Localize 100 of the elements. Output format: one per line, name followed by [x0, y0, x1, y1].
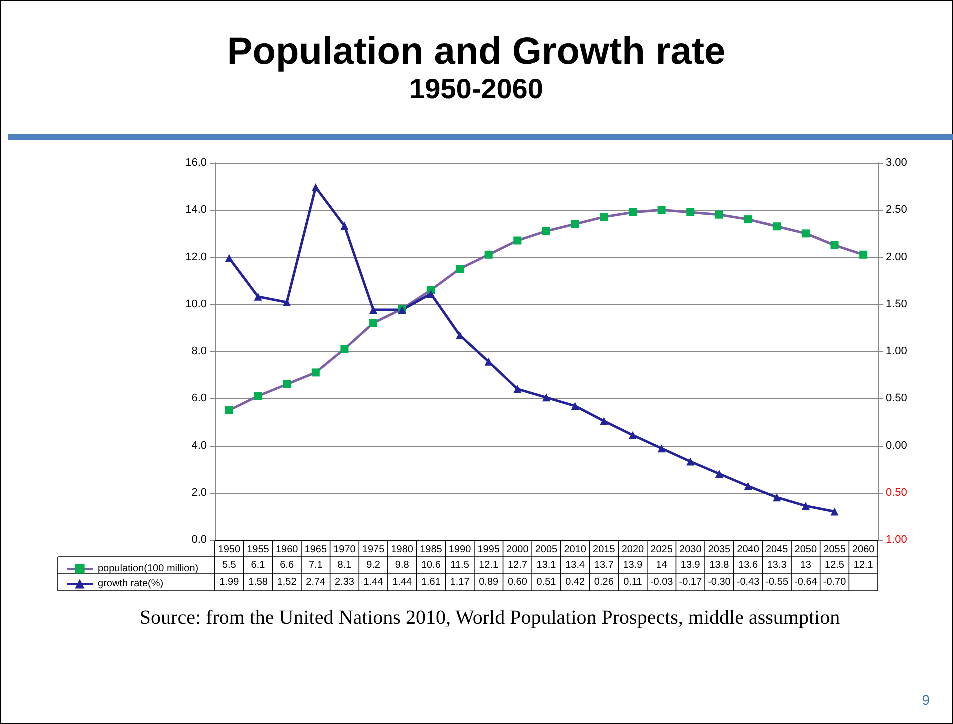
point — [830, 508, 839, 516]
point — [600, 417, 608, 426]
point — [427, 290, 436, 298]
x-tick-label: 1980 — [391, 544, 414, 556]
x-tick-label: 2055 — [824, 544, 846, 556]
data-label: 14 — [656, 560, 668, 571]
data-label: 13.9 — [623, 560, 644, 571]
data-label: 0.42 — [566, 577, 586, 588]
x-tick-label: 1985 — [420, 544, 443, 556]
point — [658, 206, 666, 214]
x-tick-label: 2015 — [593, 544, 616, 556]
y2-tick-label: 0.50 — [886, 486, 908, 499]
point — [283, 298, 292, 306]
x-tick-label: 2050 — [794, 544, 818, 556]
data-label: 1.44 — [364, 577, 384, 588]
point — [744, 482, 752, 490]
data-label: -0.64 — [794, 577, 818, 588]
point — [802, 502, 810, 510]
point — [456, 265, 464, 274]
x-tick-label: 2005 — [535, 544, 558, 556]
point — [312, 184, 320, 192]
y-tick-label: 10.0 — [186, 298, 207, 310]
data-label: 9.8 — [395, 560, 410, 571]
chart-title: Population and Growth rate — [227, 31, 726, 73]
data-label: 2.33 — [334, 577, 355, 588]
point — [542, 227, 550, 236]
y2-tick-label: 0.50 — [886, 392, 908, 405]
y2-tick-label: 2.00 — [886, 251, 908, 264]
data-label: 10.6 — [421, 560, 442, 571]
data-label: 7.1 — [308, 560, 324, 571]
point — [628, 208, 637, 216]
data-label: 13.7 — [594, 560, 614, 571]
data-label: -0.55 — [766, 577, 789, 588]
data-label: 2.74 — [306, 577, 326, 588]
data-label: 6.6 — [280, 560, 294, 571]
x-tick-label: 2040 — [737, 544, 760, 556]
data-label: 13.4 — [566, 560, 586, 571]
data-label: 12.1 — [479, 560, 500, 571]
point — [571, 220, 580, 228]
point — [225, 406, 234, 414]
data-label: -0.17 — [679, 577, 702, 588]
x-tick-label: 2010 — [564, 544, 587, 556]
point — [340, 222, 349, 230]
data-label: 1.52 — [277, 577, 298, 588]
data-label: 13.8 — [710, 560, 730, 571]
data-label: 1.44 — [392, 577, 413, 588]
point — [686, 458, 695, 466]
point — [802, 230, 810, 238]
point — [658, 444, 666, 453]
x-tick-label: 1995 — [478, 544, 500, 556]
data-label: 0.11 — [624, 577, 643, 588]
y-tick-label: 14.0 — [186, 204, 207, 216]
y-tick-label: 6.0 — [192, 392, 207, 405]
point — [744, 216, 752, 224]
point — [312, 368, 320, 377]
point — [370, 319, 378, 328]
x-tick-label: 1965 — [304, 544, 328, 556]
x-tick-label: 1990 — [448, 544, 472, 556]
x-tick-label: 2045 — [766, 544, 789, 556]
data-label: 9.2 — [366, 560, 381, 571]
data-label: 11.5 — [450, 560, 470, 571]
point — [484, 250, 493, 259]
y2-tick-label: 0.00 — [886, 440, 908, 452]
y-tick-label: 0.0 — [192, 534, 207, 546]
point — [686, 208, 695, 216]
point — [370, 306, 378, 314]
data-label: 0.89 — [479, 577, 500, 588]
point — [773, 222, 782, 231]
point — [542, 394, 550, 402]
y2-tick-label: 1.00 — [886, 534, 908, 546]
data-label: -0.03 — [650, 577, 674, 588]
point — [225, 254, 234, 262]
x-tick-label: 1950 — [218, 544, 241, 556]
y2-tick-label: 3.00 — [886, 157, 908, 169]
data-label: 0.26 — [594, 577, 614, 588]
point — [283, 380, 292, 388]
legend-label: population(100 million) — [98, 564, 199, 574]
y-tick-label: 2.0 — [192, 486, 207, 499]
data-label: -0.30 — [708, 577, 732, 588]
data-label: 13.9 — [680, 560, 701, 571]
text: 9 — [922, 692, 930, 708]
source-note: Source: from the United Nations 2010, World Population Prospects, middle assumption — [140, 607, 840, 629]
data-label: 0.51 — [536, 577, 557, 588]
data-label: 12.1 — [854, 560, 874, 571]
x-tick-label: 2020 — [622, 544, 645, 556]
y-tick-label: 16.0 — [186, 157, 207, 169]
point — [514, 385, 522, 394]
data-label: 0.60 — [508, 577, 528, 588]
x-tick-label: 1955 — [247, 544, 270, 556]
point — [773, 494, 782, 502]
data-label: 12.7 — [508, 560, 528, 571]
point — [860, 250, 868, 259]
x-tick-label: 1970 — [334, 544, 356, 556]
data-label: 13.3 — [767, 560, 788, 571]
x-tick-label: 1960 — [276, 544, 299, 556]
data-label: 5.5 — [222, 560, 237, 571]
chart-subtitle: 1950-2060 — [410, 74, 544, 104]
data-label: -0.43 — [736, 577, 760, 588]
data-label: 8.1 — [338, 560, 352, 571]
point — [254, 392, 262, 400]
